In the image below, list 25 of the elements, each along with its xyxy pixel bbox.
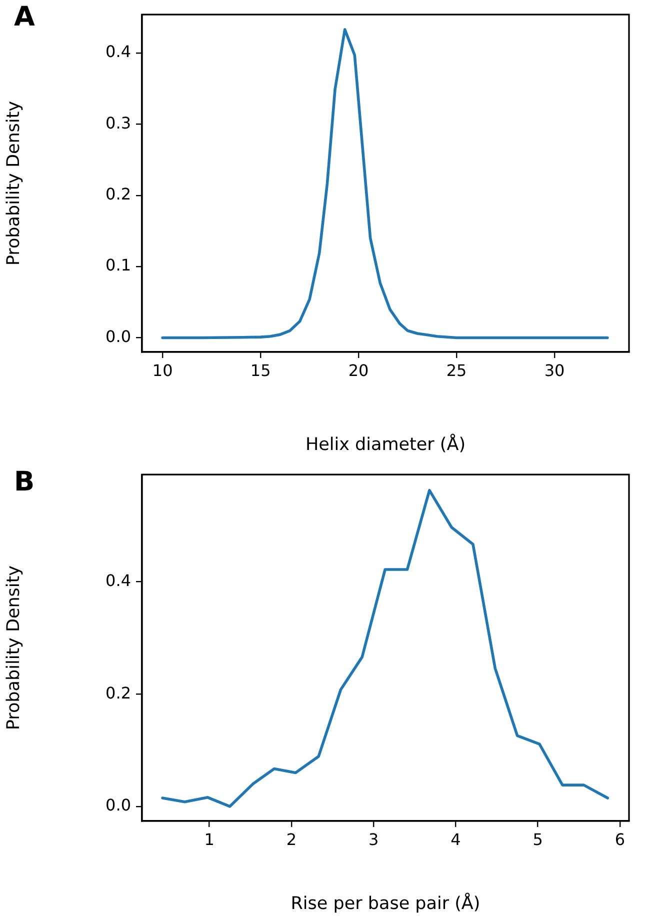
x-tick-label: 3 xyxy=(368,830,379,849)
x-tick-label: 2 xyxy=(286,830,297,849)
y-tick-label: 0.2 xyxy=(106,683,131,702)
y-tick-label: 0.0 xyxy=(106,796,131,815)
text: B xyxy=(14,466,35,498)
x-tick-label: 4 xyxy=(450,830,461,849)
y-axis-title: Probability Density xyxy=(4,100,24,266)
y-axis-title: Probability Density xyxy=(4,565,24,730)
x-tick-label: 10 xyxy=(152,360,173,380)
x-tick-label: 15 xyxy=(250,360,271,380)
x-tick-label: 6 xyxy=(614,830,626,849)
y-tick-label: 0.3 xyxy=(106,113,131,132)
y-tick-label: 0.1 xyxy=(106,256,131,275)
y-tick-label: 0.4 xyxy=(106,570,131,590)
x-tick-label: 20 xyxy=(348,360,369,380)
x-tick-label: 25 xyxy=(446,360,467,380)
y-tick-label: 0.4 xyxy=(106,42,131,62)
text: A xyxy=(14,2,35,33)
x-tick-label: 5 xyxy=(532,830,543,849)
y-tick-label: 0.0 xyxy=(106,326,131,346)
y-tick-label: 0.2 xyxy=(106,184,131,204)
x-tick-label: 30 xyxy=(544,360,565,380)
x-axis-title: Rise per base pair (Å) xyxy=(290,892,480,914)
x-tick-label: 1 xyxy=(204,830,214,849)
x-axis-title: Helix diameter (Å) xyxy=(305,433,466,456)
